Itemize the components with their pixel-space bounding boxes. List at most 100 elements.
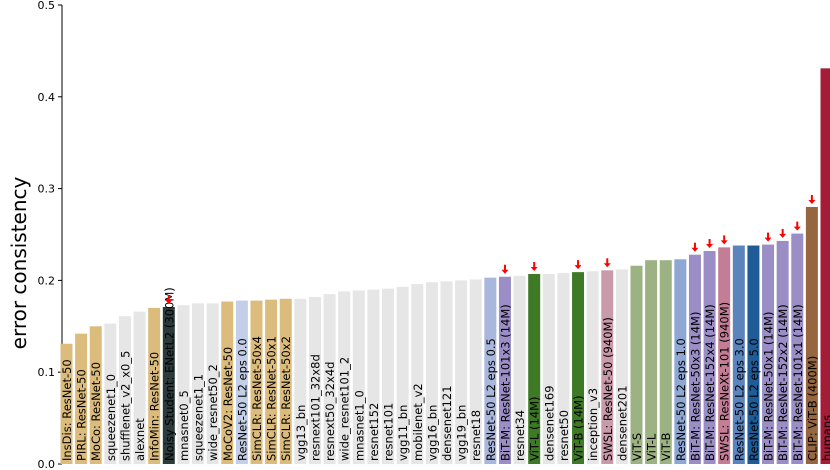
bar-label: SWSL: ResNeXt-101 (940M) — [718, 302, 732, 461]
bar — [294, 298, 307, 464]
bar — [820, 68, 830, 464]
bar — [206, 303, 219, 464]
bar-label: SimCLR: ResNet-50x1 — [265, 336, 279, 461]
bar — [250, 300, 263, 464]
bar — [572, 272, 585, 464]
down-arrow-icon — [530, 261, 538, 271]
bar-label: resnext101_32x8d — [308, 354, 322, 461]
bar-label: resnext50_32x4d — [323, 362, 337, 461]
bar — [396, 286, 409, 464]
bar-label: InfoMin: ResNet-50 — [148, 352, 162, 461]
bar — [192, 303, 205, 464]
bar — [542, 273, 555, 464]
bar-label: resnet18 — [469, 410, 483, 461]
bar-label: squeezenet1_0 — [104, 374, 118, 461]
bar — [425, 282, 438, 464]
bar — [177, 305, 190, 464]
bar-label: densenet201 — [615, 385, 629, 461]
y-tick-label: 0.0 — [38, 458, 56, 470]
bar-label: mnasnet0_5 — [177, 390, 191, 461]
bar — [645, 260, 658, 464]
bar-label: resnet34 — [513, 410, 527, 461]
bar-label: BiT-M: ResNet-50x3 (14M) — [688, 312, 702, 461]
bar — [118, 316, 131, 464]
bar — [498, 276, 511, 464]
bar — [133, 311, 146, 464]
bar — [75, 333, 88, 464]
bar-label: ViT-B — [659, 432, 673, 461]
bar — [674, 259, 687, 464]
bar-label: BiT-M: ResNet-101x3 (14M) — [498, 304, 512, 461]
bar-label: resnet152 — [367, 403, 381, 461]
bar — [469, 279, 482, 464]
bar — [411, 284, 424, 464]
bar — [557, 273, 570, 464]
bar — [688, 254, 701, 464]
bar-label: vgg13_bn — [294, 405, 308, 461]
y-tick-label: 0.1 — [38, 366, 56, 379]
bars-group — [60, 68, 830, 464]
bar-label: ResNet-50 L2 eps 5.0 — [747, 338, 761, 461]
bar-label: mnasnet1_0 — [352, 390, 366, 461]
bar-label: vgg16_bn — [425, 405, 439, 461]
down-arrow-icon — [165, 295, 173, 305]
bar-label: ViT-L — [645, 433, 659, 461]
bar — [718, 247, 731, 464]
bar — [89, 326, 102, 464]
bar-label: alexnet — [133, 418, 147, 461]
down-arrow-icon — [720, 235, 728, 245]
bar-label: vgg11_bn — [396, 405, 410, 461]
bar — [440, 281, 453, 464]
bar-label: shufflenet_v2_x0_5 — [118, 351, 132, 461]
bar — [352, 290, 365, 464]
bar-label: SWSL: ResNet-50 (940M) — [601, 317, 615, 461]
bar — [265, 299, 278, 464]
bar-label: ResNet-50 L2 eps 0.5 — [484, 338, 498, 461]
bar-labels-group: InsDis: ResNet-50 PIRL: ResNet-50 MoCo: Re… — [60, 287, 830, 461]
down-arrow-icon — [793, 221, 801, 231]
bar — [513, 275, 526, 464]
bar-label: densenet169 — [542, 385, 556, 461]
bar-label: BiT-M: ResNet-152x2 (14M) — [776, 304, 790, 461]
bar — [791, 233, 804, 464]
bar — [484, 277, 497, 464]
bar-label: vgg19_bn — [455, 405, 469, 461]
bar-label: ResNet-50 L2 eps 1.0 — [674, 338, 688, 461]
bar-label: PIRL: ResNet-50 — [75, 369, 89, 461]
bar-label: ViT-B (14M) — [572, 395, 586, 461]
bar-label: MoCoV2: ResNet-50 — [221, 347, 235, 461]
bar-label: SimCLR: ResNet-50x2 — [279, 336, 293, 461]
bar-label: SimCLR: ResNet-50x4 — [250, 336, 264, 461]
bar — [732, 245, 745, 464]
y-tick-label: 0.5 — [38, 0, 56, 12]
bar-label: inception_v3 — [586, 388, 600, 461]
bar-label: densenet121 — [440, 385, 454, 461]
bar-label: ViT-L (14M) — [528, 396, 542, 461]
bar — [367, 289, 380, 464]
bar — [747, 245, 760, 464]
bar — [586, 271, 599, 464]
bar — [162, 307, 175, 464]
bar — [382, 288, 395, 464]
bar — [60, 343, 73, 464]
bar — [323, 294, 336, 464]
down-arrow-icon — [501, 264, 509, 274]
bar — [221, 301, 234, 464]
bar-label: wide_resnet101_2 — [338, 357, 352, 461]
down-arrow-icon — [764, 232, 772, 242]
bar — [615, 269, 628, 464]
bar — [308, 296, 321, 464]
y-tick-label: 0.3 — [38, 183, 56, 196]
bar — [776, 240, 789, 464]
bar — [528, 273, 541, 464]
bar-label: BiT-M: ResNet-50x1 (14M) — [762, 312, 776, 461]
down-arrow-icon — [574, 260, 582, 270]
bar — [455, 280, 468, 464]
down-arrow-icon — [706, 239, 714, 249]
bar — [630, 265, 643, 464]
down-arrow-icon — [691, 242, 699, 252]
y-axis-label: error consistency — [7, 176, 31, 349]
bar-label: ResNet-50 L2 eps 3.0 — [732, 338, 746, 461]
